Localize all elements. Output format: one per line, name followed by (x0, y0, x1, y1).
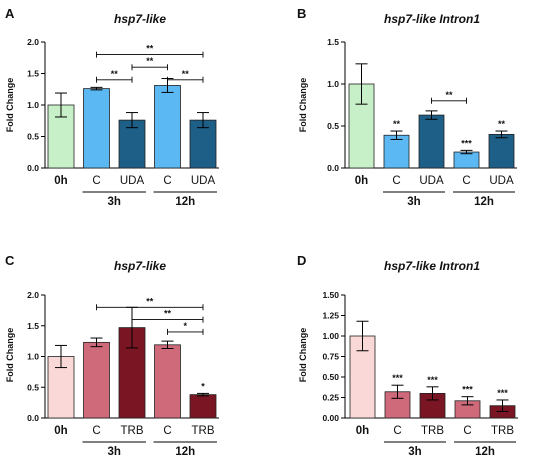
panel-b-title: hsp7-like Intron1 (384, 12, 480, 26)
group-label: 3h (108, 196, 121, 208)
bracket-label: ** (182, 69, 190, 79)
y-tick-label: 1.5 (27, 69, 39, 79)
y-tick-label: 0.50 (322, 372, 339, 382)
significance-label: *** (461, 138, 472, 148)
bracket-label: ** (146, 296, 154, 306)
significance-label: ** (393, 119, 401, 129)
x-tick-label: C (393, 425, 401, 437)
y-tick-label: 1.0 (327, 79, 339, 89)
bar (154, 344, 181, 419)
group-label: 12h (175, 446, 195, 458)
bracket-label: ** (445, 90, 453, 100)
y-tick-label: 1.0 (27, 352, 39, 362)
panel-c-ylabel: Fold Change (5, 328, 15, 383)
y-tick-label: 2.0 (27, 290, 39, 300)
y-tick-label: 1.50 (322, 290, 339, 300)
panel-a-title: hsp7-like (114, 12, 166, 26)
panel-d-ylabel: Fold Change (298, 328, 308, 383)
significance-label: *** (427, 375, 438, 385)
significance-label: *** (462, 385, 473, 395)
y-tick-label: 0.75 (322, 352, 339, 362)
significance-label: * (201, 381, 205, 391)
x-tick-label: TRB (192, 425, 215, 437)
panel-c-label: C (5, 253, 15, 268)
panel-d: D hsp7-like Intron1 Fold Change 0.00 0.25… (297, 253, 518, 458)
bar (189, 394, 217, 419)
bar (418, 114, 445, 169)
y-tick-label: 0.5 (327, 121, 339, 131)
group-label: 3h (407, 196, 420, 208)
group-label: 3h (408, 446, 421, 458)
x-tick-label: C (163, 425, 171, 437)
bracket-label: ** (146, 56, 154, 66)
y-tick-label: 1.5 (27, 321, 39, 331)
x-tick-label: UDA (489, 175, 514, 187)
x-tick-label: C (463, 425, 471, 437)
bar (383, 134, 410, 169)
panel-c-title: hsp7-like (114, 259, 166, 273)
panel-b-label: B (297, 6, 306, 21)
panel-a-ylabel: Fold Change (5, 78, 15, 133)
y-tick-label: 0.5 (27, 382, 39, 392)
x-tick-label: C (92, 425, 100, 437)
x-tick-label: TRB (421, 425, 444, 437)
significance-label: ** (498, 119, 506, 129)
bracket-label: * (183, 321, 187, 331)
y-tick-label: 1.25 (322, 311, 339, 321)
significance-label: *** (497, 388, 508, 398)
bar (83, 341, 110, 419)
x-tick-label: TRB (491, 425, 514, 437)
x-tick-label: UDA (120, 175, 145, 187)
x-tick-label: UDA (191, 175, 216, 187)
group-label: 12h (175, 196, 195, 208)
x-tick-label: 0h (54, 175, 67, 187)
group-label: 12h (474, 196, 494, 208)
panel-b-ylabel: Fold Change (298, 78, 308, 133)
panel-d-title: hsp7-like Intron1 (384, 259, 480, 273)
bar (488, 133, 515, 169)
bracket-label: ** (164, 309, 172, 319)
y-tick-label: 1.00 (322, 331, 339, 341)
panel-c: C hsp7-like Fold Change 0.0 0.5 1.0 1.5 2.0 0… (5, 253, 219, 458)
y-tick-label: 0.0 (327, 163, 339, 173)
bar (83, 88, 110, 169)
x-tick-label: C (163, 175, 171, 187)
x-tick-label: C (92, 175, 100, 187)
panel-b: B hsp7-like Intron1 Fold Change 0.0 0.5 1.… (297, 6, 517, 208)
y-tick-label: 0.0 (27, 163, 39, 173)
y-tick-label: 2.0 (27, 37, 39, 47)
bar (453, 151, 480, 169)
bracket-label: ** (111, 69, 119, 79)
y-tick-label: 1.5 (327, 37, 339, 47)
significance-label: *** (392, 373, 403, 383)
x-tick-label: UDA (419, 175, 444, 187)
bar (118, 119, 146, 169)
panel-a: A hsp7-like Fold Change 0.00.51.01.52.00… (5, 6, 219, 208)
bar (154, 85, 181, 169)
panel-a-label: A (5, 6, 15, 21)
y-tick-label: 0.25 (322, 393, 339, 403)
x-tick-label: 0h (54, 425, 67, 437)
group-label: 3h (108, 446, 121, 458)
x-tick-label: C (462, 175, 470, 187)
group-label: 12h (475, 446, 495, 458)
x-tick-label: TRB (121, 425, 144, 437)
y-tick-label: 0.00 (322, 413, 339, 423)
panel-a-plot: 0.0 0.5 1.0 1.5 2.0 0h C UDA C UDA 3h 12h ** ** ** ** (27, 37, 219, 208)
panel-d-label: D (297, 253, 306, 268)
y-tick-label: 0.5 (27, 132, 39, 142)
y-tick-label: 0.0 (27, 413, 39, 423)
x-tick-label: 0h (355, 175, 368, 187)
x-tick-label: C (392, 175, 400, 187)
y-tick-label: 1.0 (27, 100, 39, 110)
bracket-label: ** (146, 44, 154, 54)
x-tick-label: 0h (356, 425, 369, 437)
